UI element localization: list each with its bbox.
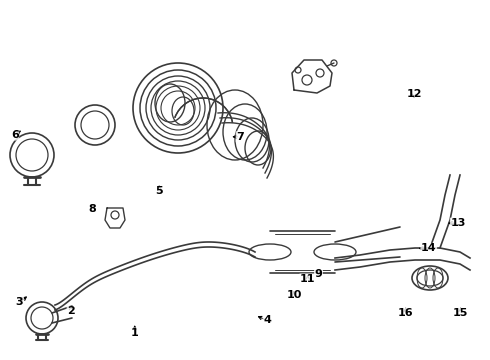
- Text: 6: 6: [11, 130, 19, 140]
- Text: 3: 3: [16, 297, 24, 307]
- Text: 10: 10: [286, 290, 302, 300]
- Text: 12: 12: [406, 89, 422, 99]
- Text: 14: 14: [421, 243, 437, 253]
- Text: 2: 2: [67, 306, 75, 316]
- Text: 8: 8: [88, 204, 96, 214]
- Text: 4: 4: [263, 315, 271, 325]
- Text: 9: 9: [315, 269, 322, 279]
- Text: 7: 7: [236, 132, 244, 142]
- Text: 11: 11: [300, 274, 316, 284]
- Text: 5: 5: [155, 186, 163, 196]
- Text: 13: 13: [450, 218, 466, 228]
- Text: 1: 1: [131, 328, 139, 338]
- Text: 15: 15: [453, 308, 468, 318]
- Text: 16: 16: [398, 308, 414, 318]
